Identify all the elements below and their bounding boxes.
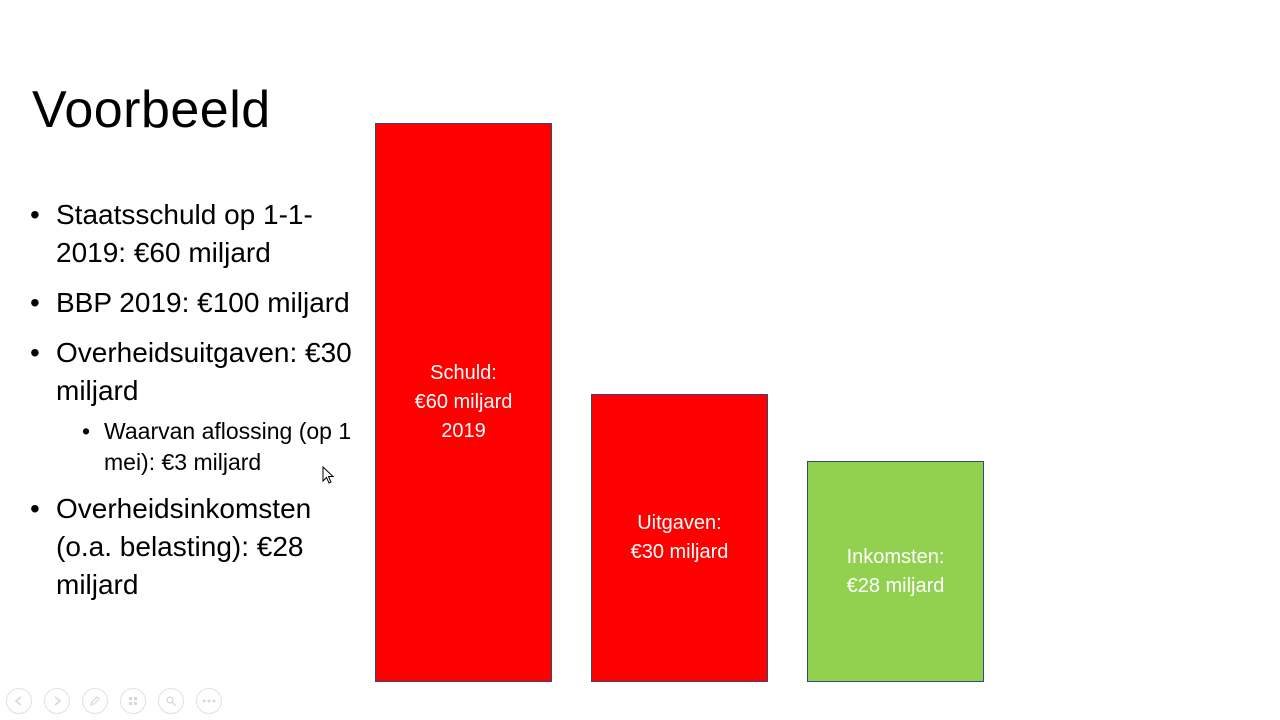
block-uitgaven: Uitgaven: €30 miljard	[591, 394, 768, 682]
pen-icon[interactable]	[82, 688, 108, 714]
block-inkomsten: Inkomsten: €28 miljard	[807, 461, 984, 682]
slide-title: Voorbeeld	[32, 81, 271, 139]
bullet-list: Staatsschuld op 1-1-2019: €60 miljard BB…	[30, 196, 375, 616]
sub-bullet-text: Waarvan aflossing (op 1 mei): €3 miljard	[104, 418, 352, 475]
more-icon[interactable]	[196, 688, 222, 714]
bullet-text: Staatsschuld op 1-1-2019: €60 miljard	[56, 199, 313, 268]
slides-icon[interactable]	[120, 688, 146, 714]
bullet-text: Overheidsinkomsten (o.a. belasting): €28…	[56, 493, 312, 600]
prev-icon[interactable]	[6, 688, 32, 714]
bullet-text: BBP 2019: €100 miljard	[56, 287, 350, 318]
next-icon[interactable]	[44, 688, 70, 714]
zoom-icon[interactable]	[158, 688, 184, 714]
block-schuld: Schuld: €60 miljard 2019	[375, 123, 552, 682]
block-label: Inkomsten: €28 miljard	[846, 545, 945, 597]
presentation-toolbar	[6, 688, 222, 714]
bullet-bbp: BBP 2019: €100 miljard	[30, 284, 375, 322]
bullet-overheidsinkomsten: Overheidsinkomsten (o.a. belasting): €28…	[30, 490, 375, 604]
mouse-cursor-icon	[322, 466, 334, 484]
sub-bullet-aflossing: Waarvan aflossing (op 1 mei): €3 miljard	[56, 416, 375, 478]
bullet-text: Overheidsuitgaven: €30 miljard	[56, 337, 352, 406]
sub-bullet-list: Waarvan aflossing (op 1 mei): €3 miljard	[56, 416, 375, 478]
block-label: Schuld: €60 miljard 2019	[414, 362, 513, 442]
bullet-overheidsuitgaven: Overheidsuitgaven: €30 miljard Waarvan a…	[30, 334, 375, 478]
block-label: Uitgaven: €30 miljard	[630, 512, 729, 563]
bullet-staatsschuld: Staatsschuld op 1-1-2019: €60 miljard	[30, 196, 375, 272]
